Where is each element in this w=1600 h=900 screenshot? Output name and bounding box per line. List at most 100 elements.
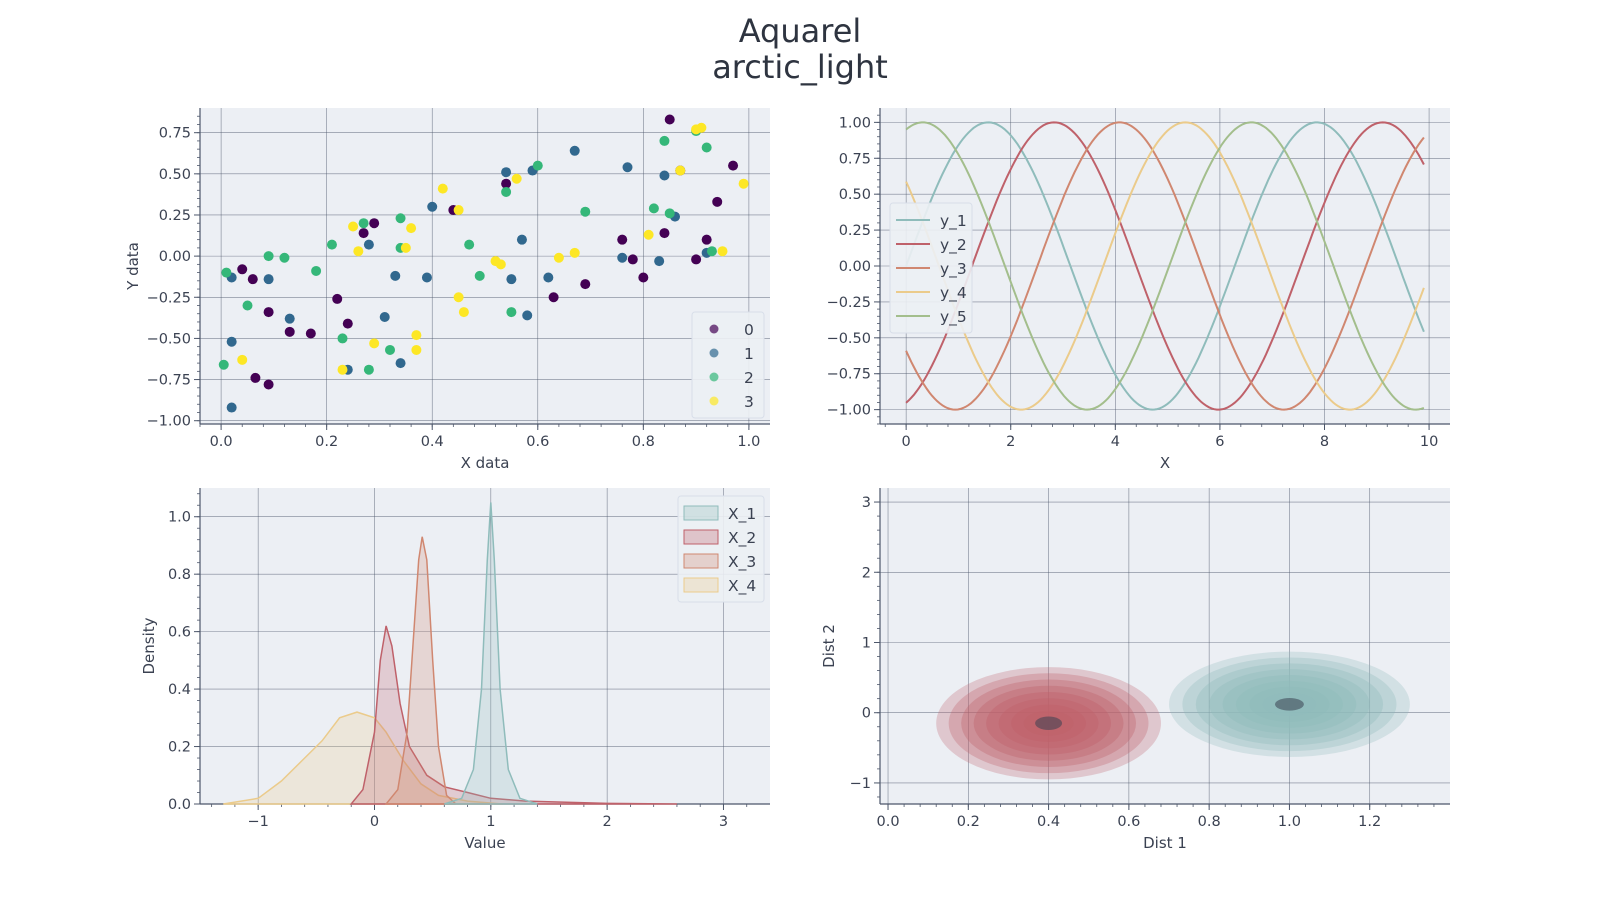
scatter-point: [659, 170, 670, 181]
y-tick-label: 0.00: [159, 249, 191, 265]
y-tick-label: 0.25: [839, 223, 871, 239]
y-tick-label: −0.75: [827, 367, 871, 383]
x-tick-label: 4: [1111, 434, 1120, 450]
scatter-point: [348, 221, 359, 232]
density-series-group: [223, 502, 677, 805]
scatter-point: [453, 205, 464, 216]
y-tick-label: 0.75: [159, 126, 191, 142]
scatter-point: [458, 307, 469, 318]
scatter-point: [226, 402, 237, 413]
legend-label: 1: [744, 345, 754, 363]
legend-label: X_4: [728, 577, 756, 596]
legend-swatch: [683, 505, 719, 521]
density-area: [384, 536, 457, 805]
y-tick-label: −1.00: [147, 414, 191, 430]
x-tick-label: 0.2: [315, 434, 338, 450]
x-tick-label: 1: [486, 814, 495, 830]
figure-title-line2: arctic_light: [712, 48, 888, 86]
scatter-point: [369, 218, 380, 229]
x-tick-label: 8: [1320, 434, 1329, 450]
density-area: [444, 502, 538, 805]
plot-background: [200, 108, 770, 424]
scatter-point: [400, 242, 411, 253]
y-tick-label: 0.50: [839, 187, 871, 203]
scatter-point: [411, 344, 422, 355]
legend-box: [691, 311, 765, 419]
scatter-point: [543, 272, 554, 283]
scatter-point: [237, 354, 248, 365]
scatter-point: [263, 274, 274, 285]
x-tick-label: 2: [1006, 434, 1015, 450]
scatter-point: [717, 246, 728, 257]
scatter-point: [358, 228, 369, 239]
scatter-point: [379, 312, 390, 323]
scatter-point: [659, 135, 670, 146]
scatter-point: [691, 254, 702, 265]
line-series: [905, 121, 1425, 411]
legend-marker: [709, 348, 719, 358]
scatter-point: [437, 183, 448, 194]
line-chart: 0 2 4 6 8 10 −1.00 −0.75 −0.50 −0.25 0.00 0.25 0.50 0…: [827, 108, 1450, 472]
scatter-point: [342, 318, 353, 329]
scatter-point: [506, 307, 517, 318]
scatter-point: [617, 252, 628, 263]
legend-label: 3: [744, 393, 754, 411]
kde-chart: 0.0 0.2 0.4 0.6 0.8 1.0 1.2 −1 0 1 2 3 Dist 1 Dist 2: [820, 488, 1450, 852]
y-tick-label: 1.0: [168, 510, 191, 526]
scatter-point: [569, 247, 580, 258]
legend-label: X_3: [728, 553, 756, 572]
scatter-point: [654, 256, 665, 267]
scatter-point: [305, 328, 316, 339]
x-tick-label: 1.0: [737, 434, 760, 450]
scatter-point: [701, 142, 712, 153]
x-tick-label: 0.4: [421, 434, 444, 450]
x-tick-label: 0.0: [876, 814, 899, 830]
y-tick-label: 0.6: [168, 625, 191, 641]
legend-label: 0: [744, 321, 754, 339]
legend-marker: [709, 396, 719, 406]
scatter-point: [728, 160, 739, 171]
scatter-point: [395, 358, 406, 369]
scatter-point: [385, 344, 395, 355]
scatter-point: [284, 326, 295, 337]
scatter-point: [501, 186, 512, 197]
scatter-point: [337, 333, 348, 344]
scatter-point: [453, 292, 464, 303]
legend-label: y_4: [940, 284, 967, 303]
scatter-point: [311, 265, 322, 276]
scatter-point: [363, 239, 374, 250]
y-tick-label: 0.75: [839, 151, 871, 167]
x-tick-label: 0: [902, 434, 911, 450]
y-axis-label: Density: [140, 617, 158, 674]
scatter-point: [250, 372, 261, 383]
x-axis-label: X: [1160, 454, 1170, 472]
legend-swatch: [683, 553, 719, 569]
legend: y_1 y_2 y_3 y_4 y_5: [889, 202, 973, 334]
scatter-point: [580, 206, 591, 217]
scatter-point: [516, 234, 527, 245]
legend-label: y_5: [940, 308, 967, 327]
x-tick-label: −1: [247, 814, 268, 830]
line-series: [905, 121, 1425, 411]
scatter-point: [237, 264, 248, 275]
legend-label: 2: [744, 369, 754, 387]
y-tick-label: 0.2: [168, 740, 191, 756]
y-axis-label: Dist 2: [820, 624, 838, 668]
x-axis-label: Value: [464, 834, 505, 852]
legend-label: y_1: [940, 212, 967, 231]
line-series: [905, 121, 1425, 411]
scatter-point: [532, 160, 543, 171]
y-tick-label: −0.25: [147, 290, 191, 306]
scatter-point: [495, 259, 506, 270]
y-axis-label: Y data: [124, 242, 142, 291]
y-tick-label: 3: [862, 495, 871, 511]
scatter-point: [337, 364, 348, 375]
legend-box: [889, 202, 973, 334]
legend-label: y_2: [940, 236, 967, 255]
scatter-point: [263, 251, 274, 262]
y-tick-label: −0.75: [147, 373, 191, 389]
x-tick-label: 0: [370, 814, 379, 830]
legend-label: X_2: [728, 529, 756, 548]
scatter-point: [701, 234, 712, 245]
